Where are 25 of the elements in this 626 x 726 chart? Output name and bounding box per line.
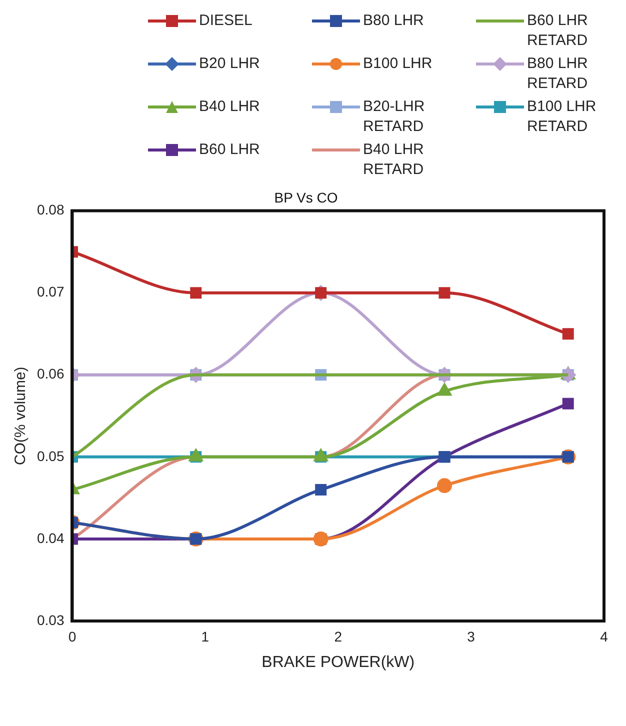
y-tick-label: 0.07 (37, 284, 64, 300)
y-tick-label: 0.03 (37, 612, 64, 628)
y-tick-label: 0.06 (37, 366, 64, 382)
y-tick-label: 0.05 (37, 448, 64, 464)
x-tick-label: 4 (600, 628, 608, 644)
legend-label: B20-LHR RETARD (363, 97, 426, 137)
legend-label: B40 LHR (199, 97, 261, 117)
y-axis-title: CO(% volume) (12, 366, 30, 466)
legend-label: B60 LHR RETARD (527, 11, 589, 51)
legend-label: B60 LHR (199, 140, 261, 160)
legend-label: B40 LHR RETARD (363, 140, 425, 180)
x-tick-label: 2 (334, 628, 342, 644)
legend-label: B100 LHR (363, 54, 434, 74)
x-tick-label: 0 (68, 628, 76, 644)
x-axis-title: BRAKE POWER(kW) (262, 654, 415, 671)
legend-label: B80 LHR RETARD (527, 54, 589, 94)
legend-label: B100 LHR RETARD (527, 97, 598, 137)
legend-label: DIESEL (199, 11, 254, 31)
x-tick-label: 3 (467, 628, 476, 644)
legend-label: B80 LHR (363, 11, 425, 31)
x-tick-label: 1 (201, 628, 210, 644)
chart-title: BP Vs CO (274, 189, 338, 206)
y-tick-label: 0.04 (37, 530, 64, 546)
y-tick-label: 0.08 (37, 202, 64, 218)
legend-label: B20 LHR (199, 54, 261, 74)
